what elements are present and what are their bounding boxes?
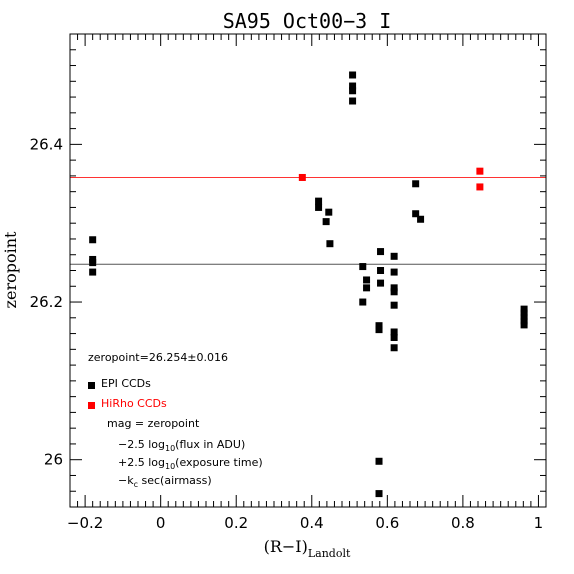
point-epi bbox=[377, 267, 385, 274]
point-epi bbox=[390, 344, 398, 352]
y-tick-label: 26.2 bbox=[30, 293, 63, 311]
point-epi bbox=[315, 203, 323, 211]
point-epi bbox=[375, 322, 383, 330]
equation-line-2-a: −2.5 log bbox=[118, 438, 165, 451]
point-epi bbox=[315, 197, 323, 205]
x-axis-ticks: −0.2 0 0.2 0.4 0.6 0.8 1 bbox=[67, 34, 547, 532]
point-hirho bbox=[298, 173, 306, 181]
point-epi bbox=[390, 252, 398, 260]
point-epi bbox=[375, 326, 383, 334]
point-epi bbox=[520, 317, 528, 325]
point-epi bbox=[89, 236, 97, 244]
equation-line-4: −kc sec(airmass) bbox=[118, 474, 212, 489]
plot-frame bbox=[69, 33, 547, 508]
y-tick-label: 26.4 bbox=[30, 135, 63, 153]
equation-line-1: mag = zeropoint bbox=[107, 417, 200, 430]
legend-label-epi: EPI CCDs bbox=[101, 377, 151, 390]
point-epi bbox=[520, 313, 528, 321]
point-epi bbox=[89, 268, 97, 276]
point-epi bbox=[390, 301, 398, 309]
equation-line-2-sub: 10 bbox=[164, 444, 176, 454]
point-hirho bbox=[476, 183, 484, 191]
point-epi bbox=[520, 305, 528, 313]
point-epi bbox=[390, 328, 398, 336]
x-tick-label: −0.2 bbox=[67, 514, 103, 532]
equation-line-4-a: −k bbox=[118, 474, 134, 487]
point-epi bbox=[390, 284, 398, 292]
y-axis-ticks: 26 26.2 26.4 bbox=[30, 33, 546, 508]
legend-swatch-hirho bbox=[88, 402, 95, 409]
equation-line-3-a: +2.5 log bbox=[118, 456, 165, 469]
point-epi bbox=[377, 279, 385, 287]
point-epi bbox=[417, 215, 425, 223]
point-epi bbox=[390, 288, 398, 296]
equation-line-4-b: sec(airmass) bbox=[138, 474, 212, 487]
point-epi bbox=[377, 248, 385, 256]
equation-line-3-sub: 10 bbox=[164, 462, 176, 472]
x-tick-label: 0.6 bbox=[375, 514, 399, 532]
fit-result-text: zeropoint=26.254±0.016 bbox=[88, 351, 229, 364]
point-epi bbox=[89, 259, 97, 267]
point-epi bbox=[412, 180, 420, 188]
point-epi bbox=[363, 276, 371, 284]
x-tick-label: 0.2 bbox=[224, 514, 248, 532]
legend-label-hirho: HiRho CCDs bbox=[101, 397, 167, 410]
point-epi bbox=[390, 268, 398, 276]
x-axis-label-subscript: Landolt bbox=[308, 547, 351, 560]
point-epi bbox=[322, 218, 330, 226]
point-epi bbox=[349, 71, 357, 79]
x-tick-label: 0.8 bbox=[451, 514, 475, 532]
point-epi bbox=[520, 309, 528, 317]
point-epi bbox=[349, 97, 357, 105]
x-tick-label: 0 bbox=[156, 514, 166, 532]
point-epi bbox=[349, 87, 357, 95]
point-epi bbox=[390, 334, 398, 342]
x-axis-label: (R−I)Landolt bbox=[264, 537, 351, 560]
point-epi bbox=[359, 298, 367, 306]
point-epi bbox=[520, 321, 528, 329]
point-epi bbox=[375, 490, 383, 498]
equation-line-2: −2.5 log10(flux in ADU) bbox=[118, 438, 245, 453]
point-epi bbox=[363, 284, 371, 292]
y-axis-label: zeropoint bbox=[1, 231, 20, 308]
x-tick-label: 1 bbox=[534, 514, 544, 532]
y-tick-label: 26 bbox=[44, 451, 63, 469]
fit-lines bbox=[70, 176, 546, 265]
point-epi bbox=[326, 240, 334, 248]
equation-line-2-b: (flux in ADU) bbox=[175, 438, 246, 451]
equation-line-3-b: (exposure time) bbox=[175, 456, 263, 469]
data-points bbox=[89, 71, 528, 498]
equation-line-4-sub: c bbox=[133, 480, 138, 490]
x-tick-label: 0.4 bbox=[300, 514, 324, 532]
point-hirho bbox=[476, 167, 484, 175]
equation-line-3: +2.5 log10(exposure time) bbox=[118, 456, 263, 471]
point-epi bbox=[412, 210, 420, 218]
legend-swatch-epi bbox=[88, 382, 95, 389]
point-epi bbox=[375, 457, 383, 465]
point-epi bbox=[359, 263, 367, 271]
chart-title: SA95 Oct00−3 I bbox=[223, 9, 392, 33]
point-epi bbox=[325, 208, 333, 216]
point-epi bbox=[349, 82, 357, 90]
